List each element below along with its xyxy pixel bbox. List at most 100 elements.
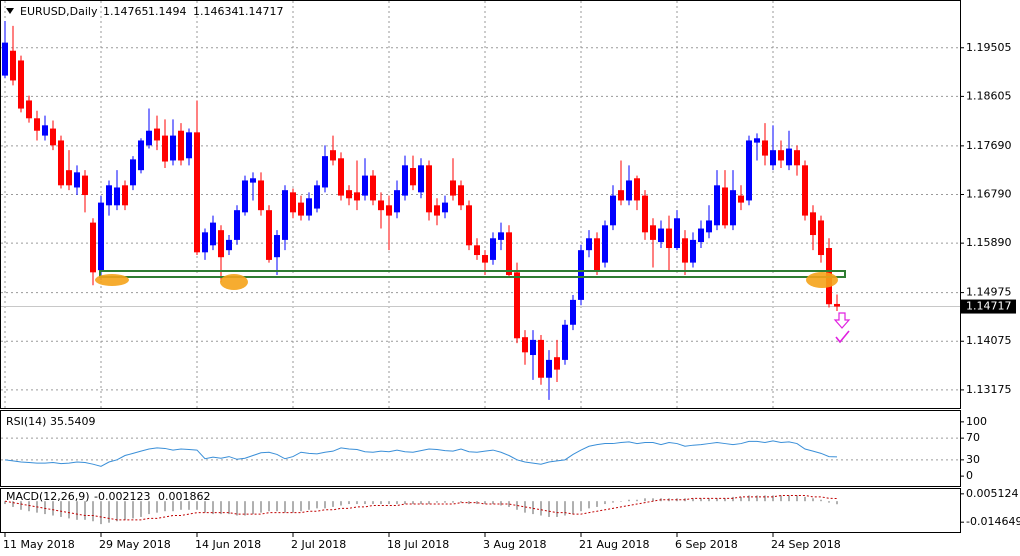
candle-body bbox=[370, 175, 376, 201]
y-tick-label: 1.13175 bbox=[966, 383, 1012, 396]
rsi-value: 35.5409 bbox=[50, 415, 96, 428]
candle-body bbox=[138, 140, 144, 171]
candle-body bbox=[90, 222, 96, 273]
candle-body bbox=[594, 238, 600, 271]
candle-body bbox=[2, 42, 8, 76]
candle-body bbox=[778, 150, 784, 161]
candle-body bbox=[586, 238, 592, 251]
macd-bar bbox=[604, 501, 606, 505]
candle-body bbox=[154, 128, 160, 141]
candle-body bbox=[522, 337, 528, 353]
macd-bar bbox=[420, 501, 422, 505]
candle-body bbox=[442, 202, 448, 213]
macd-bar bbox=[156, 501, 158, 513]
candle-body bbox=[714, 185, 720, 226]
macd-bar bbox=[412, 501, 414, 505]
open-price: 1.14765 bbox=[103, 5, 149, 18]
macd-bar bbox=[628, 499, 630, 502]
candle-body bbox=[418, 165, 424, 193]
y-tick-label: 0 bbox=[966, 469, 973, 482]
macd-bar bbox=[172, 501, 174, 512]
macd-bar bbox=[564, 501, 566, 516]
candle-body bbox=[170, 135, 176, 161]
macd-bar bbox=[524, 501, 526, 513]
rsi-title: RSI(14) bbox=[6, 415, 46, 428]
candle-body bbox=[122, 185, 128, 206]
macd-bar bbox=[196, 501, 198, 510]
candle-body bbox=[626, 180, 632, 201]
macd-bar bbox=[732, 496, 734, 502]
candle-body bbox=[530, 339, 536, 356]
macd-bar bbox=[716, 498, 718, 502]
candle-body bbox=[490, 238, 496, 260]
candle-body bbox=[482, 255, 488, 263]
macd-bar bbox=[428, 501, 430, 505]
x-tick-label: 24 Sep 2018 bbox=[771, 538, 841, 551]
macd-bar bbox=[396, 501, 398, 505]
macd-bar bbox=[812, 498, 814, 502]
candle-body bbox=[202, 232, 208, 253]
macd-bar bbox=[756, 495, 758, 502]
candle-body bbox=[82, 175, 88, 196]
candle-body bbox=[146, 130, 152, 146]
candle-body bbox=[58, 140, 64, 186]
macd-bar bbox=[84, 501, 86, 520]
candle-body bbox=[602, 225, 608, 263]
macd-bar bbox=[348, 501, 350, 505]
candle-body bbox=[314, 185, 320, 209]
macd-bar bbox=[772, 495, 774, 502]
macd-bar bbox=[28, 501, 30, 512]
macd-bar bbox=[284, 501, 286, 513]
macd-bar bbox=[236, 501, 238, 516]
macd-bar bbox=[4, 501, 6, 505]
macd-bar bbox=[124, 501, 126, 520]
macd-bar bbox=[324, 501, 326, 509]
macd-bar bbox=[356, 501, 358, 505]
y-tick-label: 1.19505 bbox=[966, 41, 1012, 54]
check-mark bbox=[835, 330, 850, 344]
candle-body bbox=[674, 218, 680, 249]
macd-bar bbox=[164, 501, 166, 512]
macd-bar bbox=[804, 496, 806, 502]
last-price-box bbox=[961, 299, 1016, 314]
macd-bar bbox=[380, 501, 382, 505]
macd-bar bbox=[316, 501, 318, 509]
x-tick-label: 21 Aug 2018 bbox=[579, 538, 649, 551]
macd-bar bbox=[644, 498, 646, 502]
macd-title: MACD(12,26,9) bbox=[6, 490, 90, 503]
marks-layer bbox=[2, 20, 840, 525]
macd-bar bbox=[700, 498, 702, 502]
macd-bar bbox=[452, 501, 454, 503]
macd-bar bbox=[260, 501, 262, 513]
candle-body bbox=[114, 187, 120, 206]
candle-body bbox=[514, 272, 520, 339]
macd-bar bbox=[20, 501, 22, 510]
menu-triangle bbox=[6, 8, 14, 14]
candle-body bbox=[730, 190, 736, 226]
candle-body bbox=[346, 190, 352, 199]
candle-body bbox=[266, 210, 272, 260]
candle-body bbox=[466, 205, 472, 246]
macd-bar bbox=[52, 501, 54, 516]
macd-bar bbox=[204, 501, 206, 513]
candle-body bbox=[226, 239, 232, 251]
candle-body bbox=[506, 232, 512, 276]
macd-bar bbox=[484, 501, 486, 505]
candle-body bbox=[258, 180, 264, 211]
macd-bar bbox=[476, 501, 478, 505]
macd-bar bbox=[108, 501, 110, 523]
candle-body bbox=[410, 168, 416, 186]
candle-body bbox=[794, 150, 800, 166]
candle-body bbox=[18, 60, 24, 109]
candle-body bbox=[74, 172, 80, 188]
x-tick-label: 3 Aug 2018 bbox=[483, 538, 546, 551]
macd-bar bbox=[332, 501, 334, 507]
macd-bar bbox=[140, 501, 142, 517]
candle-body bbox=[802, 165, 808, 216]
candle-body bbox=[306, 198, 312, 216]
macd-bar bbox=[692, 498, 694, 502]
candle-body bbox=[666, 228, 672, 249]
candle-body bbox=[378, 200, 384, 211]
frames bbox=[0, 0, 961, 533]
